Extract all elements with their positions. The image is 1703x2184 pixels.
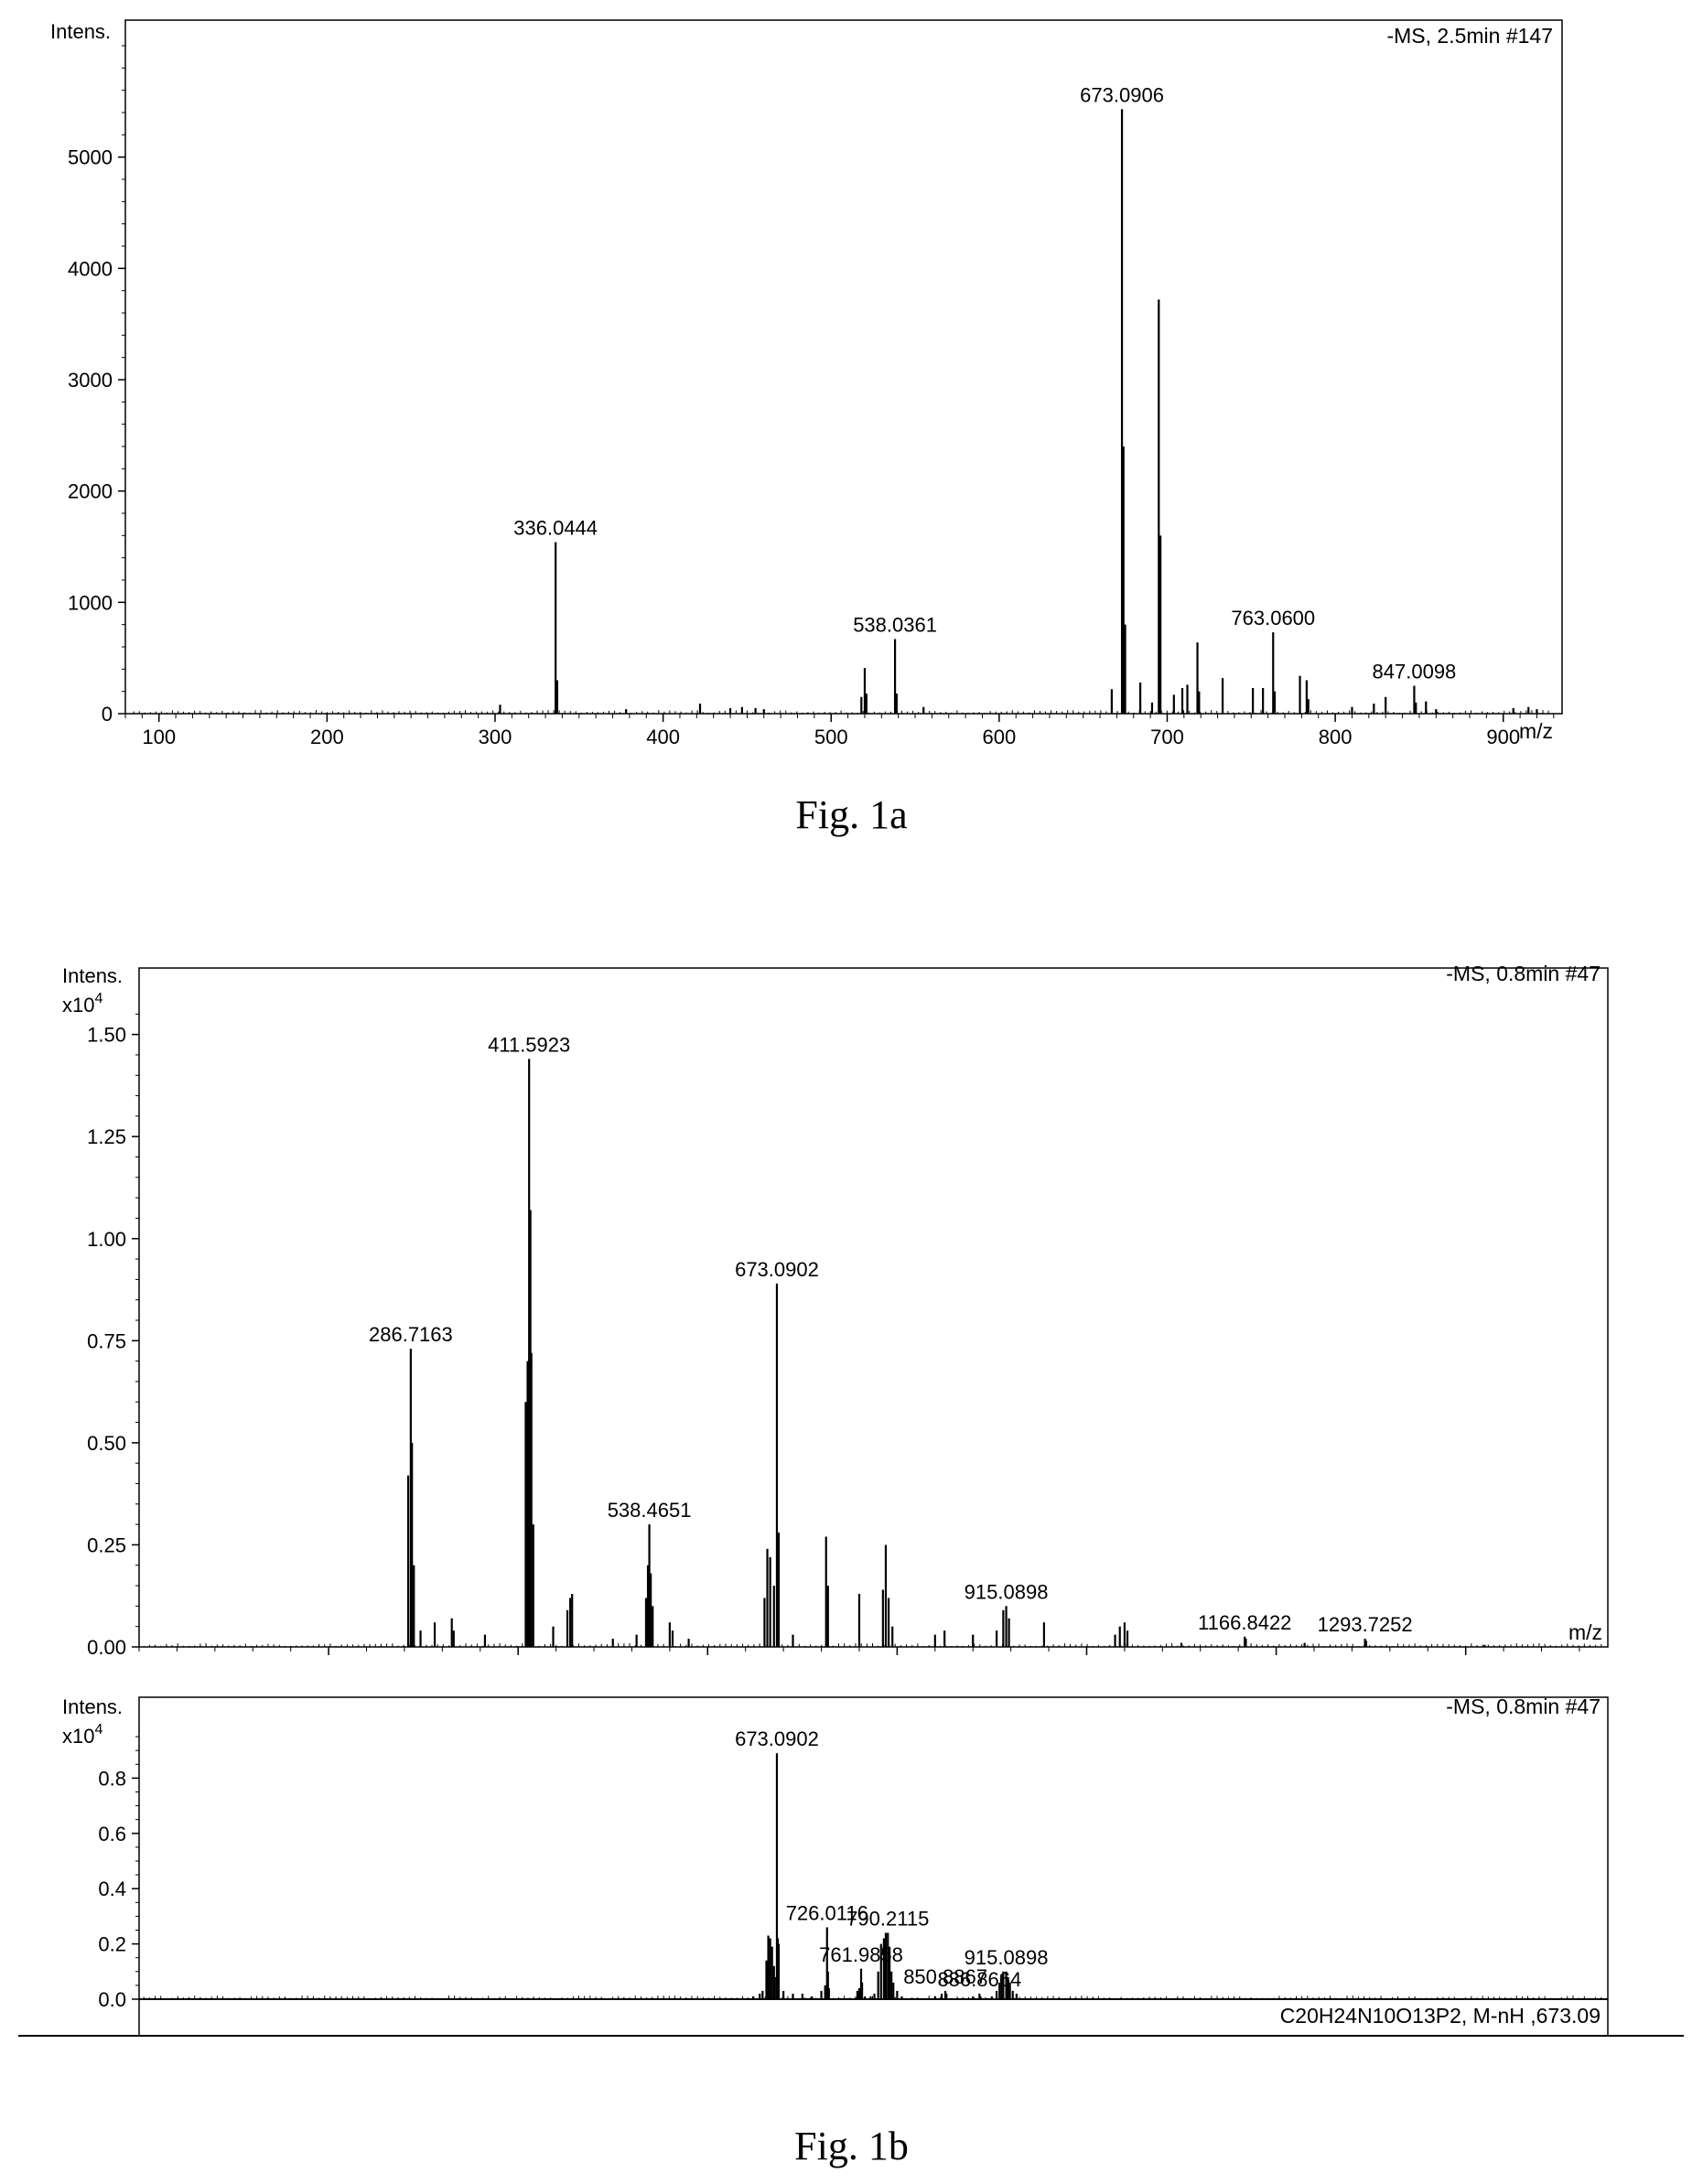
figure-caption-1a: Fig. 1a [795, 792, 908, 837]
y-tick-label: 0.8 [98, 1767, 126, 1790]
peak-label: 726.0116 [786, 1901, 868, 1924]
y-axis-unit: x104 [62, 991, 102, 1017]
peak-label: 915.0898 [965, 1580, 1049, 1603]
y-tick-label: 0 [102, 703, 113, 726]
chart-header: -MS, 2.5min #147 [1386, 24, 1553, 48]
peak-label: 538.4651 [608, 1499, 692, 1522]
x-tick-label: 700 [1150, 726, 1184, 748]
y-tick-label: 0.2 [98, 1933, 126, 1956]
spectrum-chart-1a: Intens. -MS, 2.5min #147 m/z 0 1000 2000 30… [50, 19, 1563, 748]
peak-label: 673.0902 [735, 1258, 819, 1281]
peak-label: 886.8664 [937, 1968, 1021, 1991]
y-tick-label: 1.25 [87, 1125, 126, 1148]
peak-label: 538.0361 [853, 613, 937, 636]
peak-label: 1166.8422 [1198, 1611, 1291, 1634]
y-unit-base: x10 [62, 994, 94, 1017]
y-axis-label: Intens. [62, 1695, 123, 1718]
y-axis-label: Intens. [50, 20, 111, 43]
plot-frame [138, 967, 1609, 1648]
peak-label: 915.0898 [965, 1946, 1049, 1969]
x-tick-label: 600 [982, 726, 1016, 748]
plot-area: 0.000.250.500.751.001.251.50200400600800… [87, 967, 1609, 1656]
y-tick-label: 3000 [68, 369, 113, 392]
y-tick-label: 0.25 [87, 1533, 126, 1556]
figure-caption-1b: Fig. 1b [794, 2124, 909, 2168]
y-tick-label: 1000 [68, 591, 113, 614]
y-axis-unit: x104 [62, 1722, 102, 1748]
x-tick-label: 900 [1486, 726, 1520, 748]
y-axis-label: Intens. [62, 964, 123, 987]
y-tick-label: 0.00 [87, 1636, 126, 1656]
peak-label: 761.9858 [819, 1943, 903, 1966]
peak-label: 1293.7252 [1318, 1613, 1413, 1636]
y-tick-label: 0.0 [98, 1988, 126, 2011]
peak-label: 286.7163 [369, 1323, 453, 1346]
chart-header: -MS, 0.8min #47 [1446, 962, 1601, 985]
peak-label: 336.0444 [513, 517, 598, 540]
peak-label: 850.8867 [903, 1965, 987, 1988]
x-tick-label: 200 [310, 726, 344, 748]
spectrum-chart-1b-bottom: Intens. x104 -MS, 0.8min #47 C20H24N10O1… [62, 1694, 1609, 2037]
x-tick-label: 100 [142, 726, 176, 748]
y-tick-label: 1.00 [87, 1228, 126, 1251]
peak-label: 847.0098 [1373, 661, 1457, 683]
plot-area: 0.0 0.2 0.4 0.6 0.8 673.0902 726.0116 761.9858 7… [98, 1696, 1609, 2037]
y-tick-label: 4000 [68, 257, 113, 280]
peak-label: 763.0600 [1231, 607, 1315, 629]
x-axis-label: m/z [1568, 1620, 1602, 1644]
divider-line [18, 2035, 1684, 2037]
plot-frame [124, 19, 1563, 715]
plot-area: 0 1000 2000 3000 4000 5000 100 200 300 400 500 600 7… [68, 19, 1563, 748]
y-unit-exponent: 4 [94, 1722, 102, 1738]
spectrum-chart-1b-top: Intens. x104 -MS, 0.8min #47 m/z 0.00 0.2… [62, 962, 1609, 1656]
x-tick-label: 800 [1319, 726, 1353, 748]
y-unit-base: x10 [62, 1725, 94, 1748]
peak-label: 673.0906 [1080, 83, 1164, 106]
y-tick-label: 0.75 [87, 1329, 126, 1352]
x-tick-label: 300 [479, 726, 512, 748]
x-tick-label: 500 [814, 726, 848, 748]
y-tick-label: 5000 [68, 146, 113, 169]
y-tick-label: 2000 [68, 480, 113, 503]
peak-label: 411.5923 [488, 1033, 570, 1056]
plot-frame [138, 1696, 1609, 2037]
y-unit-exponent: 4 [94, 991, 102, 1006]
chart-header: -MS, 0.8min #47 [1446, 1694, 1601, 1718]
x-axis-label: m/z [1519, 719, 1553, 743]
y-tick-label: 1.50 [87, 1024, 126, 1047]
peak-label: 790.2115 [846, 1908, 929, 1931]
chart-footer: C20H24N10O13P2, M-nH ,673.09 [1280, 2004, 1601, 2028]
y-tick-label: 0.50 [87, 1432, 126, 1455]
x-tick-label: 400 [646, 726, 680, 748]
peak-label: 673.0902 [735, 1727, 819, 1750]
y-tick-label: 0.6 [98, 1823, 126, 1845]
y-tick-label: 0.4 [98, 1877, 126, 1900]
